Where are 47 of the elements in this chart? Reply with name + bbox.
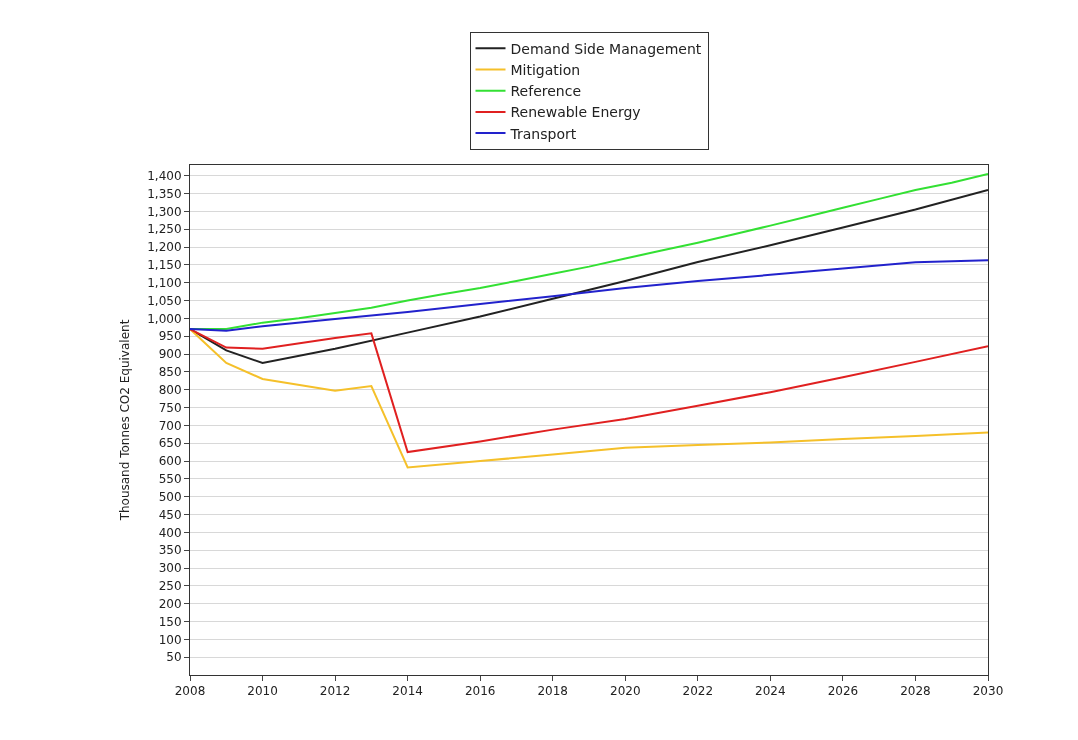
y-tick-label: 1,200 xyxy=(147,240,182,255)
y-tick-label: 500 xyxy=(158,489,182,504)
x-tick-label: 2014 xyxy=(392,684,423,699)
x-tick-label: 2018 xyxy=(537,684,568,699)
x-tick-label: 2024 xyxy=(755,684,786,699)
y-axis-title: Thousand Tonnes CO2 Equivalent xyxy=(117,319,132,522)
y-tick-label: 50 xyxy=(166,650,182,665)
y-tick-label: 1,350 xyxy=(147,186,182,201)
x-tick-label: 2022 xyxy=(682,684,714,699)
y-tick-label: 1,100 xyxy=(147,275,182,290)
y-tick-label: 1,000 xyxy=(147,311,182,326)
y-tick-label: 1,150 xyxy=(147,258,182,273)
y-tick-label: 950 xyxy=(158,329,182,344)
y-tick-label: 900 xyxy=(158,347,182,362)
y-tick-label: 350 xyxy=(158,543,182,558)
y-tick-label: 1,250 xyxy=(147,222,182,237)
y-tick-label: 300 xyxy=(158,561,182,576)
y-tick-label: 200 xyxy=(158,596,182,611)
x-tick-label: 2012 xyxy=(319,684,351,699)
y-tick-label: 100 xyxy=(158,632,182,647)
line-series xyxy=(190,259,988,332)
y-tick-label: 750 xyxy=(158,400,182,415)
x-tick-label: 2028 xyxy=(900,684,931,699)
y-tick-label: 450 xyxy=(158,507,182,522)
x-tick-label: 2026 xyxy=(827,684,859,699)
y-tick-label: 550 xyxy=(158,472,182,487)
y-tick-label: 1,050 xyxy=(147,293,182,308)
y-tick-label: 150 xyxy=(158,614,182,629)
y-tick-label: 650 xyxy=(158,436,182,451)
x-tick-label: 2020 xyxy=(610,684,641,699)
x-tick-label: 2010 xyxy=(247,684,278,699)
y-tick-label: 600 xyxy=(158,454,182,469)
y-tick-label: 400 xyxy=(158,525,182,540)
legend-label: Demand Side Management xyxy=(510,40,702,57)
x-tick-label: 2030 xyxy=(972,684,1004,699)
legend-label: Mitigation xyxy=(510,61,581,78)
y-tick-label: 700 xyxy=(158,418,182,433)
y-tick-label: 800 xyxy=(158,382,182,397)
legend-label: Renewable Energy xyxy=(510,104,641,121)
legend-label: Reference xyxy=(510,83,581,100)
x-tick-label: 2008 xyxy=(174,684,206,699)
y-tick-label: 1,400 xyxy=(147,168,182,183)
y-tick-label: 850 xyxy=(158,365,182,380)
y-tick-label: 250 xyxy=(158,579,182,594)
y-tick-label: 1,300 xyxy=(147,204,182,219)
x-tick-label: 2016 xyxy=(464,684,496,699)
legend-label: Transport xyxy=(509,125,577,142)
